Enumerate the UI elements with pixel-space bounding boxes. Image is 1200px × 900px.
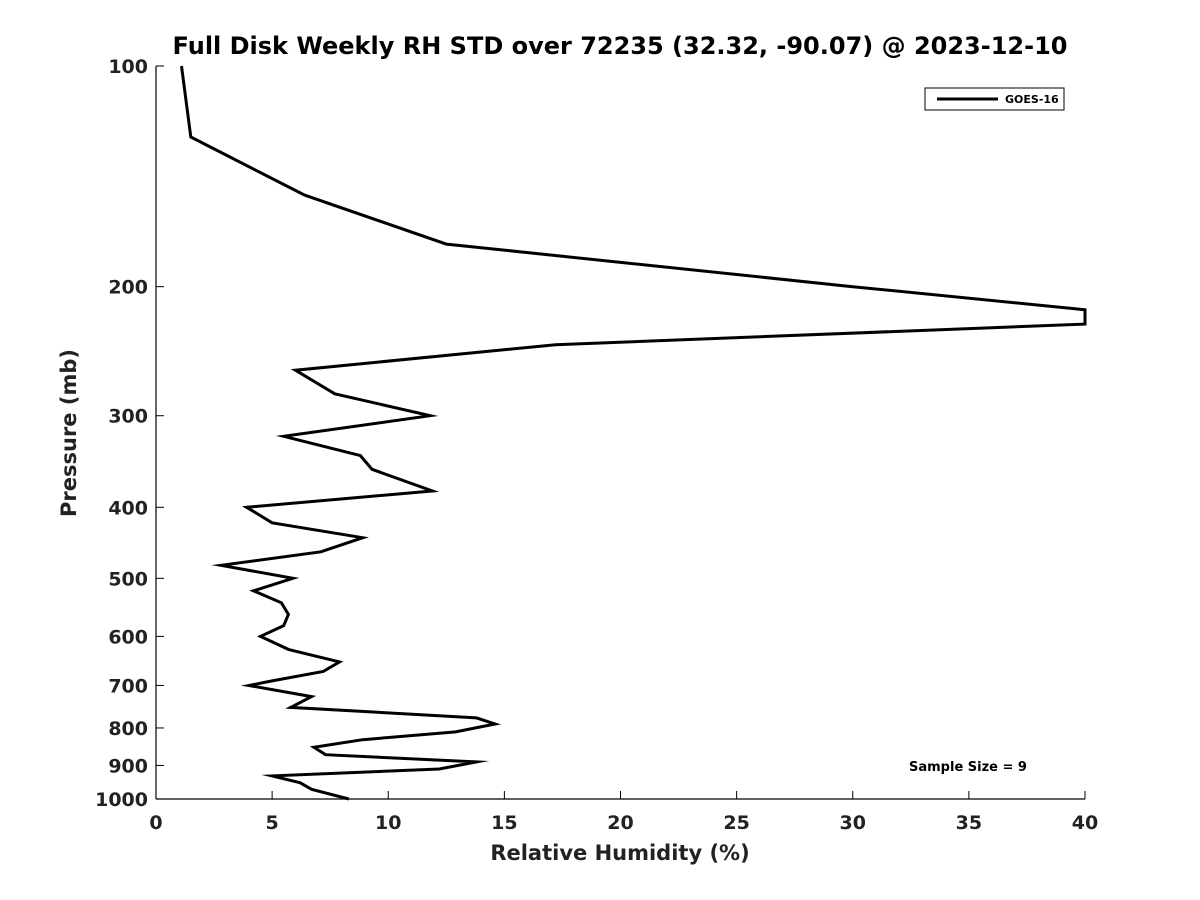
sample-size-annotation: Sample Size = 9 [909,760,1027,775]
series-group [180,65,1087,801]
y-tick-label: 600 [108,626,148,648]
x-tick-label: 25 [723,812,749,834]
y-tick-label: 1000 [95,789,148,811]
y-tick-label: 900 [108,755,148,777]
y-tick-label: 100 [108,56,148,78]
x-tick-label: 10 [375,812,401,834]
legend-label-goes-16: GOES-16 [1005,93,1059,106]
x-tick-label: 30 [840,812,866,834]
y-tick-label: 800 [108,718,148,740]
x-axis-ticks: 0 5 10 15 20 25 30 35 40 [149,791,1098,834]
legend: GOES-16 [924,87,1065,111]
y-tick-label: 300 [108,406,148,428]
y-axis-ticks: 100 200 300 400 500 600 700 800 900 1000 [95,56,164,811]
x-tick-label: 20 [607,812,633,834]
plot-frame [155,66,1085,800]
x-tick-label: 0 [149,812,162,834]
y-tick-label: 700 [108,675,148,697]
y-tick-label: 500 [108,568,148,590]
chart-title: Full Disk Weekly RH STD over 72235 (32.3… [173,32,1068,60]
x-tick-label: 15 [491,812,517,834]
y-tick-label: 200 [108,277,148,299]
y-tick-label: 400 [108,497,148,519]
series-line-goes-16 [180,65,1087,801]
y-axis-label: Pressure (mb) [57,349,81,517]
x-tick-label: 40 [1072,812,1098,834]
x-tick-label: 35 [956,812,982,834]
x-tick-label: 5 [266,812,279,834]
x-axis-label: Relative Humidity (%) [490,841,749,865]
